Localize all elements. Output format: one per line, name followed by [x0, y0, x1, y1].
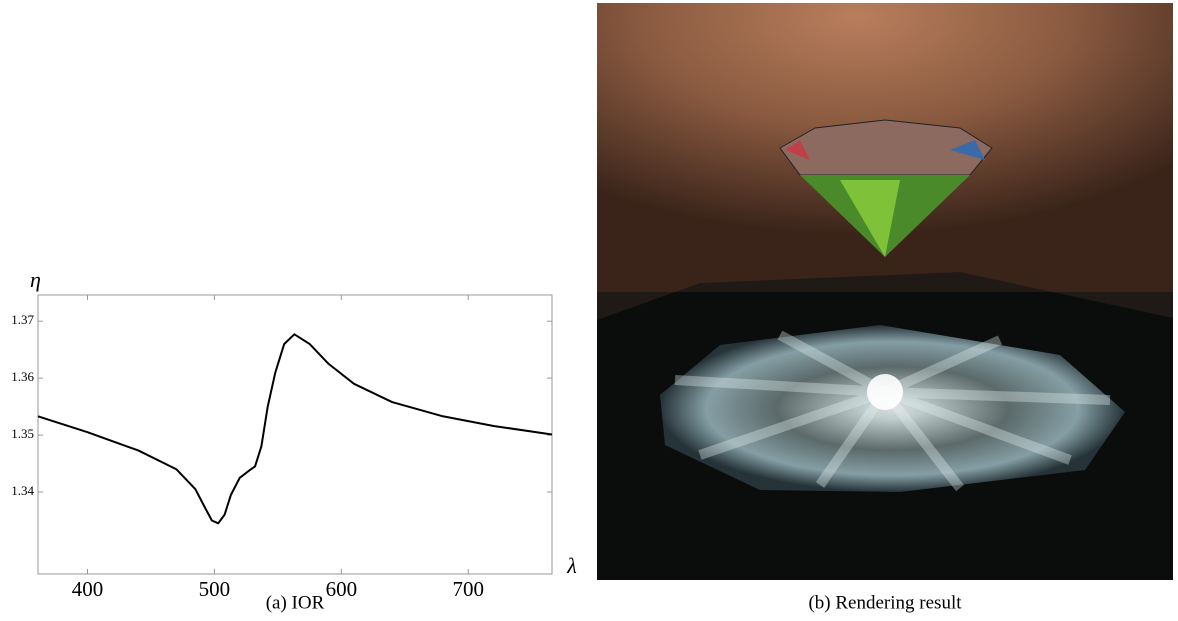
plot-frame: [38, 295, 552, 574]
y-tick-label: 1.37: [11, 312, 34, 327]
plot: 1.34 1.35 1.36 1.37 400 500 600 700: [11, 295, 552, 601]
y-tick-label: 1.36: [11, 369, 34, 384]
y-tick-label: 1.34: [11, 483, 34, 498]
x-tick-label: 400: [72, 577, 104, 601]
line: [38, 334, 552, 523]
x-tick-label: 700: [452, 577, 484, 601]
y-tick-label: 1.35: [11, 426, 34, 441]
y-axis-label: η: [30, 267, 41, 292]
caustic-center: [867, 374, 903, 410]
rendering: [597, 3, 1173, 580]
x-axis-label: λ: [566, 553, 577, 578]
caption: (b) Rendering result: [808, 592, 962, 613]
x-tick-label: 500: [199, 577, 231, 601]
caption: (a) IOR: [266, 592, 325, 613]
figure: 1.34 1.35 1.36 1.37 400 500 600 700 η λ (a) IOR…: [0, 0, 1178, 621]
x-tick-label: 600: [326, 577, 358, 601]
